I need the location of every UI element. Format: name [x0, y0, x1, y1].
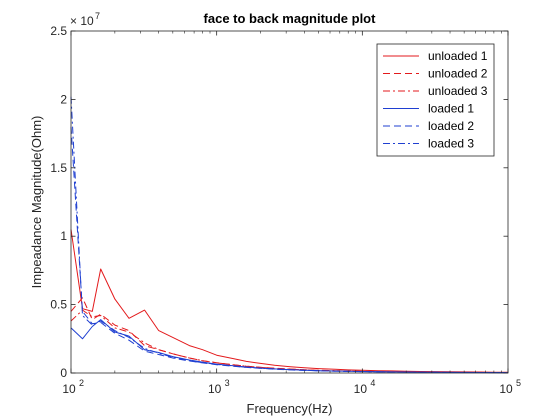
series-layer: [70, 96, 509, 374]
y-tick-label: 1: [60, 229, 67, 243]
legend-label-4: loaded 1: [428, 102, 474, 116]
chart-title: face to back magnitude plot: [204, 11, 377, 26]
series-line-5: [70, 126, 509, 374]
y-tick-label: 0.5: [50, 298, 67, 312]
axes-box: [70, 30, 509, 374]
y-multiplier-text: × 10: [70, 14, 94, 28]
x-tick-label: 10: [208, 382, 222, 396]
y-tick-label: 2.5: [50, 24, 67, 38]
x-tick-exponent: 5: [516, 378, 521, 388]
x-tick-exponent: 2: [79, 378, 84, 388]
legend: unloaded 1 unloaded 2 unloaded 3 loaded 1 lo…: [376, 43, 495, 157]
legend-label-6: loaded 3: [428, 137, 474, 151]
y-tick-label: 1.5: [50, 161, 67, 175]
y-axis-label: Impeadance Magnitude(Ohm): [29, 116, 44, 289]
axes: 00.511.522.510 2 10 3 10 4 10 5: [50, 24, 521, 396]
legend-box: [376, 43, 495, 157]
x-tick-label: 10: [62, 382, 76, 396]
legend-label-3: unloaded 3: [428, 84, 488, 98]
legend-label-5: loaded 2: [428, 119, 474, 133]
x-tick-label: 10: [354, 382, 368, 396]
x-tick-label: 10: [499, 382, 513, 396]
series-line-1: [70, 229, 509, 373]
y-multiplier-exponent: 7: [95, 11, 100, 21]
legend-label-1: unloaded 1: [428, 49, 488, 63]
x-tick-exponent: 3: [225, 378, 230, 388]
y-tick-label: 2: [60, 92, 67, 106]
legend-label-2: unloaded 2: [428, 67, 488, 81]
y-tick-label: 0: [60, 366, 67, 380]
x-tick-exponent: 4: [370, 378, 375, 388]
y-axis-multiplier: × 10 7: [70, 11, 100, 28]
x-axis-label: Frequency(Hz): [247, 401, 333, 416]
